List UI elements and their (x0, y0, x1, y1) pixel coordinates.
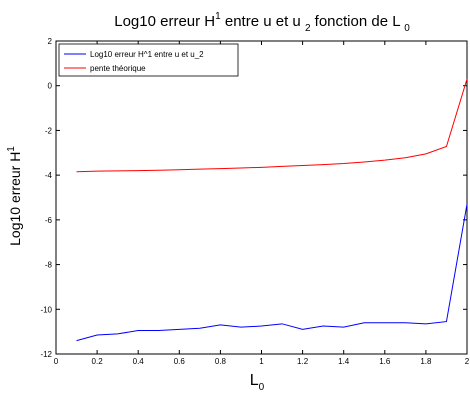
y-tick-label: -4 (45, 171, 53, 180)
x-tick-label: 1 (259, 357, 264, 366)
series-line-error (76, 204, 468, 342)
y-axis-label: Log10 erreur H1 (6, 146, 23, 246)
chart-title: Log10 erreur H1 entre u et u 2 fonction … (114, 11, 410, 34)
x-tick-label: 1.6 (379, 357, 391, 366)
x-tick-label: 2 (465, 357, 470, 366)
x-axis-label-subscript: 0 (259, 382, 265, 393)
x-tick-label: 1.2 (297, 357, 309, 366)
x-tick-label: 1.4 (338, 357, 350, 366)
x-tick-label: 0.4 (133, 357, 145, 366)
chart-title-superscript: 1 (215, 11, 221, 22)
y-tick-label: -6 (45, 216, 53, 225)
chart-title-main: Log10 erreur H (114, 13, 215, 30)
chart-title-end: fonction de L (311, 13, 405, 30)
y-axis-label-superscript: 1 (6, 146, 17, 152)
legend-label-error: Log10 erreur H^1 entre u et u_2 (90, 50, 204, 59)
x-tick-label: 1.8 (420, 357, 432, 366)
legend-box (58, 43, 239, 77)
y-tick-label: 0 (48, 82, 53, 91)
series-layer (76, 78, 468, 342)
y-tick-label: 2 (48, 37, 53, 46)
y-axis-label-main: Log10 erreur H (7, 152, 23, 246)
plot-area (55, 40, 468, 355)
x-tick-label: 0.8 (215, 357, 227, 366)
ticks-layer: 0 0.2 0.4 0.6 0.8 1 1.2 1.4 1.6 1.8 2 -12 -10 -8 -6 -4 -… (40, 37, 469, 366)
series-line-slope (76, 78, 468, 173)
chart-title-subscript-l: 0 (404, 23, 410, 34)
y-tick-label: -12 (40, 350, 52, 359)
x-tick-label: 0.2 (92, 357, 104, 366)
y-tick-label: -2 (45, 126, 53, 135)
x-axis-label-main: L (250, 372, 259, 389)
legend-label-slope: pente théorique (90, 64, 146, 73)
x-tick-label: 0 (54, 357, 59, 366)
y-tick-label: -8 (45, 261, 53, 270)
y-tick-label: -10 (40, 305, 52, 314)
x-axis-label: L0 (250, 372, 265, 393)
chart-title-mid: entre u et u (221, 13, 305, 30)
legend: Log10 erreur H^1 entre u et u_2 pente th… (58, 43, 239, 77)
x-tick-label: 0.6 (174, 357, 186, 366)
chart-title-subscript-u: 2 (305, 23, 311, 34)
